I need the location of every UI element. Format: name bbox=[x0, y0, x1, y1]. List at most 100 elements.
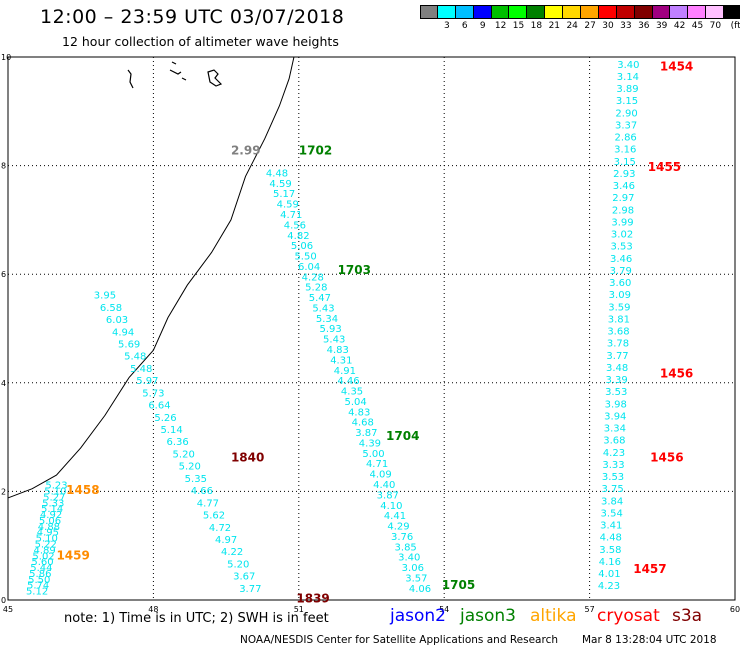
swh-value: 3.15 bbox=[614, 157, 636, 168]
swh-value: 3.84 bbox=[601, 496, 623, 507]
swh-value: 2.97 bbox=[612, 193, 634, 204]
swh-value: 4.28 bbox=[302, 272, 324, 283]
swh-value: 3.34 bbox=[604, 424, 626, 435]
y-tick-label: 4 bbox=[1, 379, 6, 388]
swh-value: 5.06 bbox=[39, 516, 61, 527]
swh-value: 5.27 bbox=[43, 492, 65, 503]
legend-label: 3 bbox=[444, 21, 450, 31]
swh-value: 5.17 bbox=[273, 189, 295, 200]
swh-value: 4.22 bbox=[221, 547, 243, 558]
swh-value: 5.43 bbox=[323, 335, 345, 346]
swh-value: 3.46 bbox=[610, 254, 632, 265]
swh-value: 4.72 bbox=[209, 523, 231, 534]
swh-value: 3.53 bbox=[610, 242, 632, 253]
swh-value: 4.48 bbox=[600, 533, 622, 544]
pass-time-label: 1705 bbox=[442, 578, 475, 592]
swh-value: 3.39 bbox=[606, 375, 628, 386]
x-tick-label: 48 bbox=[148, 605, 158, 614]
swh-value: 5.20 bbox=[227, 559, 249, 570]
swh-value: 4.16 bbox=[599, 557, 621, 568]
x-tick-label: 45 bbox=[3, 605, 13, 614]
pass-time-label: 2.99 bbox=[231, 144, 261, 158]
legend-label: 6 bbox=[461, 21, 468, 31]
legend-label: 18 bbox=[530, 21, 543, 31]
legend-label: 12 bbox=[494, 21, 507, 31]
pass-time-label: 1456 bbox=[650, 451, 683, 465]
swh-value: 5.26 bbox=[154, 413, 176, 424]
swh-value: 5.93 bbox=[319, 324, 341, 335]
swh-value: 5.33 bbox=[42, 498, 64, 509]
swh-value: 4.56 bbox=[284, 220, 306, 231]
swh-value: 2.90 bbox=[615, 108, 637, 119]
swh-value: 3.60 bbox=[609, 278, 631, 289]
swh-value: 3.46 bbox=[613, 181, 635, 192]
swh-value: 5.04 bbox=[344, 397, 366, 408]
legend-swatch bbox=[491, 5, 510, 19]
credit-text: NOAA/NESDIS Center for Satellite Applica… bbox=[240, 634, 558, 646]
legend-label: 42 bbox=[673, 21, 686, 31]
legend-swatch bbox=[598, 5, 617, 19]
swh-value: 5.23 bbox=[45, 481, 67, 492]
swh-value: 5.47 bbox=[309, 293, 331, 304]
legend-swatch bbox=[688, 5, 707, 19]
swh-value: 5.34 bbox=[316, 314, 338, 325]
swh-value: 4.40 bbox=[373, 480, 395, 491]
swh-value: 3.94 bbox=[604, 411, 626, 422]
legend-label: 39 bbox=[655, 21, 668, 31]
swh-value: 4.94 bbox=[112, 327, 134, 338]
swh-value: 4.06 bbox=[409, 584, 431, 595]
color-legend bbox=[420, 5, 740, 19]
swh-value: 3.58 bbox=[599, 545, 621, 556]
swh-value: 2.93 bbox=[613, 169, 635, 180]
swh-value: 3.14 bbox=[617, 72, 639, 83]
swh-value: 4.09 bbox=[370, 470, 392, 481]
timestamp: Mar 8 13:28:04 UTC 2018 bbox=[582, 634, 717, 646]
legend-swatch bbox=[437, 5, 456, 19]
swh-value: 4.77 bbox=[197, 498, 219, 509]
swh-value: 5.22 bbox=[35, 540, 57, 551]
swh-value: 5.44 bbox=[30, 563, 52, 574]
swh-value: 3.89 bbox=[616, 84, 638, 95]
swh-value: 5.62 bbox=[203, 511, 225, 522]
swh-value: 4.82 bbox=[287, 231, 309, 242]
swh-value: 5.28 bbox=[305, 283, 327, 294]
swh-value: 3.59 bbox=[608, 302, 630, 313]
swh-value: 3.87 bbox=[355, 428, 377, 439]
swh-value: 3.57 bbox=[405, 573, 427, 584]
pass-time-label: 1840 bbox=[231, 451, 264, 465]
swh-value: 3.68 bbox=[607, 327, 629, 338]
swh-value: 4.97 bbox=[215, 535, 237, 546]
legend-swatch bbox=[616, 5, 635, 19]
legend-swatch bbox=[509, 5, 528, 19]
swh-value: 3.79 bbox=[610, 266, 632, 277]
swh-value: 4.59 bbox=[269, 179, 291, 190]
swh-value: 4.91 bbox=[334, 366, 356, 377]
legend-label: 36 bbox=[638, 21, 650, 31]
y-tick-label: 2 bbox=[1, 487, 6, 496]
swh-value: 5.97 bbox=[136, 376, 158, 387]
swh-value: 5.60 bbox=[31, 557, 53, 568]
map-frame bbox=[7, 56, 736, 601]
swh-value: 5.12 bbox=[26, 587, 48, 598]
swh-value: 3.53 bbox=[605, 387, 627, 398]
swh-value: 2.98 bbox=[612, 205, 634, 216]
swh-value: 5.14 bbox=[41, 504, 63, 515]
satellite-label: jason3 bbox=[460, 606, 516, 626]
legend-label: 45 bbox=[691, 21, 704, 31]
swh-value: 5.00 bbox=[362, 449, 384, 460]
swh-value: 3.75 bbox=[601, 484, 623, 495]
swh-value: 4.71 bbox=[280, 210, 302, 221]
swh-value: 4.71 bbox=[366, 459, 388, 470]
swh-value: 2.86 bbox=[615, 133, 637, 144]
legend-swatch bbox=[527, 5, 546, 19]
swh-value: 6.03 bbox=[106, 315, 128, 326]
y-tick-label: 6 bbox=[1, 270, 6, 279]
swh-value: 5.50 bbox=[28, 575, 50, 586]
swh-value: 4.89 bbox=[33, 545, 55, 556]
swh-value: 6.58 bbox=[100, 303, 122, 314]
swh-value: 5.02 bbox=[32, 551, 54, 562]
swh-value: 5.48 bbox=[130, 364, 152, 375]
legend-label: 24 bbox=[566, 21, 578, 31]
swh-value: 5.48 bbox=[124, 352, 146, 363]
swh-value: 4.66 bbox=[191, 486, 213, 497]
